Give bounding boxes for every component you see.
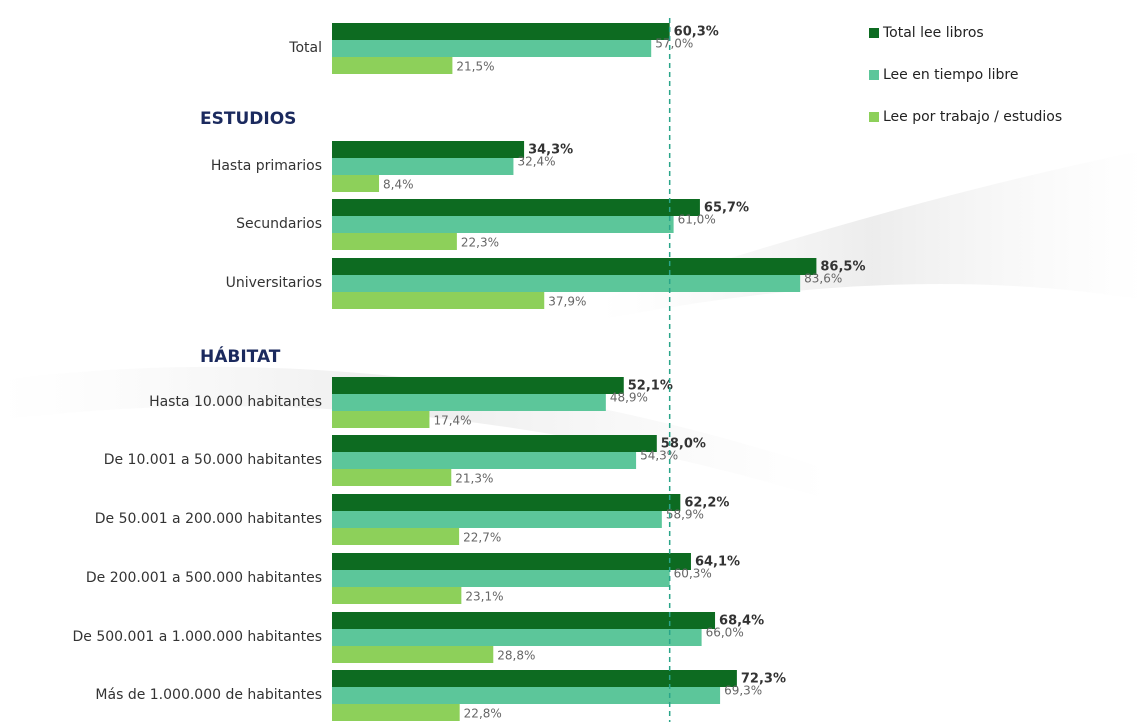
category-label: De 500.001 a 1.000.000 habitantes [73,629,322,645]
bar [332,687,721,704]
value-label: 28,8% [497,649,535,663]
category-label: Hasta 10.000 habitantes [149,394,322,410]
bar [332,629,702,646]
value-label: 61,0% [678,213,716,227]
value-label: 65,7% [704,201,749,216]
legend-label: Lee por trabajo / estudios [883,109,1062,125]
bar [332,704,460,721]
bar [332,587,462,604]
value-label: 8,4% [383,178,414,192]
bar [332,258,817,275]
legend-label: Total lee libros [882,25,984,41]
category-label: De 10.001 a 50.000 habitantes [104,452,322,468]
bar [332,570,670,587]
bar [332,199,700,216]
value-label: 60,3% [674,25,719,40]
background-swoosh [0,366,830,500]
value-label: 72,3% [741,672,786,687]
value-label: 58,9% [666,508,704,522]
bar [332,394,606,411]
bar [332,57,453,74]
bar [332,23,670,40]
value-label: 21,3% [455,472,493,486]
legend-swatch [869,70,879,80]
bar [332,175,380,192]
value-label: 68,4% [719,614,764,629]
value-label: 37,9% [548,295,586,309]
bar [332,553,691,570]
value-label: 86,5% [820,260,865,275]
value-label: 64,1% [695,555,740,570]
bar [332,233,457,250]
bar [332,528,460,545]
bar [332,469,452,486]
value-label: 57,0% [655,37,693,51]
value-label: 21,5% [456,60,494,74]
bar [332,411,430,428]
category-label: Más de 1.000.000 de habitantes [95,687,322,703]
value-label: 52,1% [628,379,673,394]
value-label: 83,6% [804,272,842,286]
legend-swatch [869,112,879,122]
category-label: Secundarios [236,216,322,232]
value-label: 62,2% [684,496,729,511]
value-label: 22,3% [461,236,499,250]
value-label: 17,4% [433,414,471,428]
value-label: 48,9% [610,391,648,405]
value-label: 69,3% [724,684,762,698]
bar [332,670,737,687]
bar [332,158,514,175]
bar [332,612,716,629]
legend-label: Lee en tiempo libre [883,67,1018,83]
value-label: 34,3% [528,143,573,158]
value-label: 66,0% [706,626,744,640]
bar [332,511,662,528]
bar [332,275,801,292]
category-label: De 50.001 a 200.000 habitantes [95,511,322,527]
section-title: HÁBITAT [200,345,281,367]
bar [332,216,674,233]
bar [332,141,525,158]
bar [332,40,652,57]
value-label: 54,3% [640,449,678,463]
category-label: Hasta primarios [211,158,322,174]
category-label: Total [288,40,322,56]
legend-swatch [869,28,879,38]
section-title: ESTUDIOS [200,109,296,129]
value-label: 58,0% [661,437,706,452]
value-label: 22,8% [464,707,502,721]
background-swoosh [600,150,1145,320]
bar [332,494,681,511]
value-label: 23,1% [465,590,503,604]
value-label: 32,4% [517,155,555,169]
bar [332,646,494,663]
value-label: 60,3% [674,567,712,581]
bar [332,452,637,469]
bar [332,377,624,394]
bar [332,292,545,309]
value-label: 22,7% [463,531,501,545]
category-label: Universitarios [226,275,322,291]
category-label: De 200.001 a 500.000 habitantes [86,570,322,586]
bar [332,435,657,452]
